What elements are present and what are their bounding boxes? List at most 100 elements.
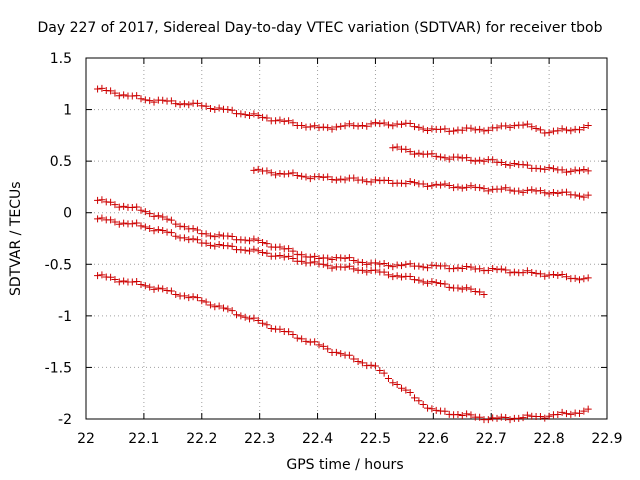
data-point: [402, 260, 410, 268]
data-point: [276, 243, 284, 251]
data-point: [94, 272, 102, 280]
data-point: [250, 110, 258, 118]
data-point: [584, 122, 592, 130]
data-point: [233, 311, 241, 319]
data-point: [285, 328, 293, 336]
data-point: [159, 213, 167, 221]
data-point: [406, 119, 414, 127]
data-point: [154, 212, 162, 220]
data-point: [562, 410, 570, 418]
data-point: [536, 165, 544, 173]
data-point: [341, 254, 349, 262]
data-point: [289, 247, 297, 255]
data-point: [428, 150, 436, 158]
data-point: [480, 291, 488, 299]
data-point: [224, 105, 232, 113]
data-point: [393, 272, 401, 280]
data-point: [211, 105, 219, 113]
data-point: [467, 182, 475, 190]
data-point: [241, 313, 249, 321]
data-point: [545, 164, 553, 172]
data-point: [493, 266, 501, 274]
data-point: [428, 182, 436, 190]
data-point: [502, 122, 510, 130]
data-point: [259, 113, 267, 121]
plot-frame: [85, 57, 608, 420]
data-point: [172, 290, 180, 298]
data-point: [441, 407, 449, 415]
data-point: [272, 117, 280, 125]
data-point: [419, 180, 427, 188]
data-point: [137, 281, 145, 289]
x-tick-label: 22.1: [128, 431, 159, 447]
data-point: [536, 412, 544, 420]
x-tick-label: 22.9: [591, 431, 622, 447]
data-point: [480, 157, 488, 165]
data-point: [107, 216, 115, 224]
x-tick-label: 22.8: [534, 431, 565, 447]
data-point: [541, 165, 549, 173]
data-point: [406, 273, 414, 281]
data-point: [263, 240, 271, 248]
data-point: [458, 411, 466, 419]
data-point: [193, 294, 201, 302]
data-point: [445, 155, 453, 163]
data-point: [237, 110, 245, 118]
data-point: [432, 152, 440, 160]
data-point: [311, 258, 319, 266]
y-tick-label: 0.5: [50, 154, 72, 170]
data-point: [198, 297, 206, 305]
data-point: [94, 215, 102, 223]
data-point: [489, 156, 497, 164]
data-point: [571, 274, 579, 282]
data-point: [358, 258, 366, 266]
data-point: [467, 285, 475, 293]
data-point: [510, 268, 518, 276]
data-point: [185, 101, 193, 109]
data-point: [224, 242, 232, 250]
data-point: [471, 126, 479, 134]
data-point: [254, 247, 262, 255]
data-point: [311, 122, 319, 130]
data-point: [580, 193, 588, 201]
data-point: [159, 226, 167, 234]
data-point: [319, 173, 327, 181]
data-point: [367, 120, 375, 128]
data-point: [389, 122, 397, 130]
data-point: [141, 96, 149, 104]
data-point: [519, 121, 527, 129]
data-point: [167, 97, 175, 105]
data-point: [454, 153, 462, 161]
data-point: [536, 126, 544, 134]
data-point: [341, 176, 349, 184]
data-point: [415, 123, 423, 131]
data-point: [206, 104, 214, 112]
data-point: [458, 285, 466, 293]
data-point: [397, 120, 405, 128]
data-point: [350, 257, 358, 265]
data-point: [484, 126, 492, 134]
data-point: [337, 350, 345, 358]
data-point: [562, 126, 570, 134]
data-point: [445, 181, 453, 189]
data-point: [406, 260, 414, 268]
data-point: [133, 203, 141, 211]
data-point: [120, 219, 128, 227]
data-point: [159, 96, 167, 104]
data-point: [541, 189, 549, 197]
data-point: [376, 366, 384, 374]
data-point: [324, 124, 332, 132]
data-point: [133, 219, 141, 227]
data-point: [115, 92, 123, 100]
data-point: [510, 122, 518, 130]
data-point: [193, 99, 201, 107]
data-point: [558, 408, 566, 416]
data-point: [146, 283, 154, 291]
data-point: [580, 275, 588, 283]
data-point: [272, 171, 280, 179]
axis-ticks: 22 22.1 22.2 22.3 22.4 22.5 22.6 22.7 22.8 22.9 1.…: [45, 51, 623, 447]
data-point: [141, 208, 149, 216]
data-point: [528, 186, 536, 194]
data-point: [202, 298, 210, 306]
